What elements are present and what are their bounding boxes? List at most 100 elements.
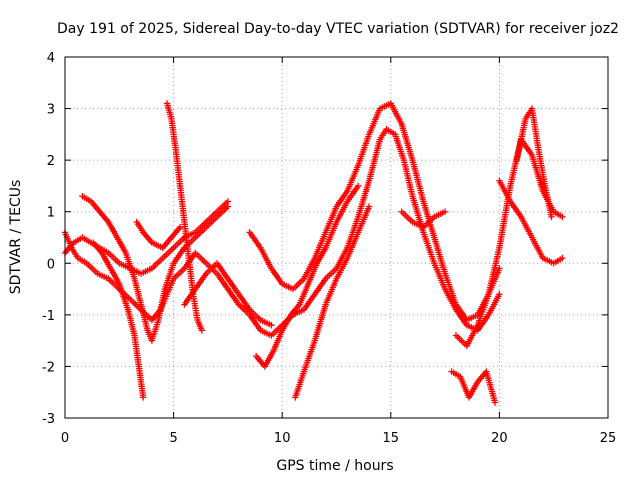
series-track-15	[513, 105, 555, 221]
data-point-fill	[262, 349, 276, 368]
y-tick-label: 1	[47, 206, 55, 221]
data-point	[559, 254, 566, 262]
data-point-fill	[422, 215, 436, 229]
data-point	[496, 291, 503, 298]
data-point-fill	[297, 282, 311, 306]
x-tick-label: 20	[491, 431, 508, 446]
data-point-fill	[312, 277, 328, 296]
data-point-fill	[204, 210, 219, 224]
data-point-fill	[378, 101, 392, 111]
data-point-fill	[323, 205, 339, 234]
series-track-7	[181, 260, 275, 329]
y-tick-label: 2	[47, 154, 55, 169]
data-point-fill	[150, 240, 164, 250]
data-point-fill	[519, 215, 535, 239]
data-point-fill	[172, 236, 186, 250]
data-point-fill	[378, 128, 389, 141]
data-point-fill	[128, 297, 143, 312]
data-point-fill	[305, 262, 320, 286]
data-point-fill	[514, 117, 529, 162]
data-point-fill	[269, 267, 284, 286]
data-point-fill	[508, 200, 523, 219]
data-point	[365, 203, 373, 210]
data-point	[548, 213, 555, 221]
data-point-fill	[302, 293, 317, 311]
series-track-2	[79, 193, 232, 344]
data-point	[559, 213, 566, 221]
data-point-fill	[411, 219, 425, 230]
data-point-fill	[171, 246, 187, 265]
data-point-fill	[107, 277, 121, 291]
series-track-14	[496, 177, 566, 267]
data-point-fill	[334, 189, 350, 208]
data-point	[268, 321, 275, 329]
data-point-fill	[541, 256, 555, 266]
data-point-fill	[454, 303, 469, 322]
data-point-fill	[433, 209, 447, 219]
x-tick-label: 10	[274, 431, 291, 446]
data-point-fill	[99, 251, 113, 270]
data-point-fill	[312, 303, 329, 342]
data-point-fill	[450, 369, 462, 379]
data-point-fill	[161, 236, 174, 250]
data-point-fill	[483, 370, 498, 404]
data-point-fill	[552, 256, 564, 266]
y-tick-label: -2	[42, 360, 55, 375]
data-point-fill	[63, 241, 76, 255]
data-point-fill	[466, 380, 480, 399]
data-point	[496, 265, 503, 272]
data-point	[139, 394, 147, 401]
data-point-fill	[150, 256, 165, 270]
data-point-fill	[301, 257, 317, 280]
series-track-8	[246, 100, 503, 324]
data-point-fill	[292, 307, 305, 317]
data-point-fill	[155, 288, 168, 321]
data-point-fill	[529, 107, 542, 151]
data-point-fill	[134, 220, 146, 234]
data-point-fill	[291, 277, 306, 291]
data-point-fill	[292, 370, 307, 399]
data-point-fill	[465, 312, 479, 323]
data-point-fill	[314, 246, 328, 265]
data-point-fill	[271, 329, 285, 353]
data-point-fill	[399, 123, 416, 162]
series-track-12	[448, 368, 499, 406]
data-point-fill	[237, 303, 251, 317]
data-point-fill	[334, 200, 350, 224]
data-point-fill	[96, 271, 110, 281]
data-point	[224, 198, 232, 205]
data-point-fill	[131, 334, 142, 368]
data-point-fill	[280, 313, 293, 332]
x-axis-label: GPS time / hours	[276, 458, 393, 474]
data-point-fill	[182, 287, 198, 306]
data-point-fill	[454, 308, 469, 327]
data-point-fill	[140, 266, 153, 276]
x-tick-label: 15	[383, 431, 400, 446]
data-point-fill	[259, 328, 273, 338]
data-point-fill	[193, 225, 208, 239]
data-point-fill	[98, 210, 111, 224]
data-point-fill	[355, 133, 372, 167]
data-point-fill	[195, 318, 205, 332]
data-point-fill	[258, 246, 274, 270]
data-point-fill	[172, 267, 186, 281]
y-tick-label: 3	[47, 103, 55, 118]
data-point-fill	[247, 231, 263, 250]
data-point-fill	[552, 209, 564, 219]
x-tick-label: 5	[169, 431, 177, 446]
data-points	[61, 100, 566, 406]
data-point	[355, 182, 362, 190]
data-point-fill	[270, 323, 284, 337]
data-point-fill	[149, 319, 161, 342]
data-point-fill	[141, 230, 154, 245]
series-track-6	[163, 100, 206, 334]
data-point-fill	[248, 308, 262, 322]
data-point-fill	[77, 256, 88, 266]
data-point-fill	[366, 138, 383, 182]
data-point-fill	[392, 133, 407, 162]
data-point-fill	[485, 246, 503, 296]
data-point-fill	[193, 272, 208, 291]
